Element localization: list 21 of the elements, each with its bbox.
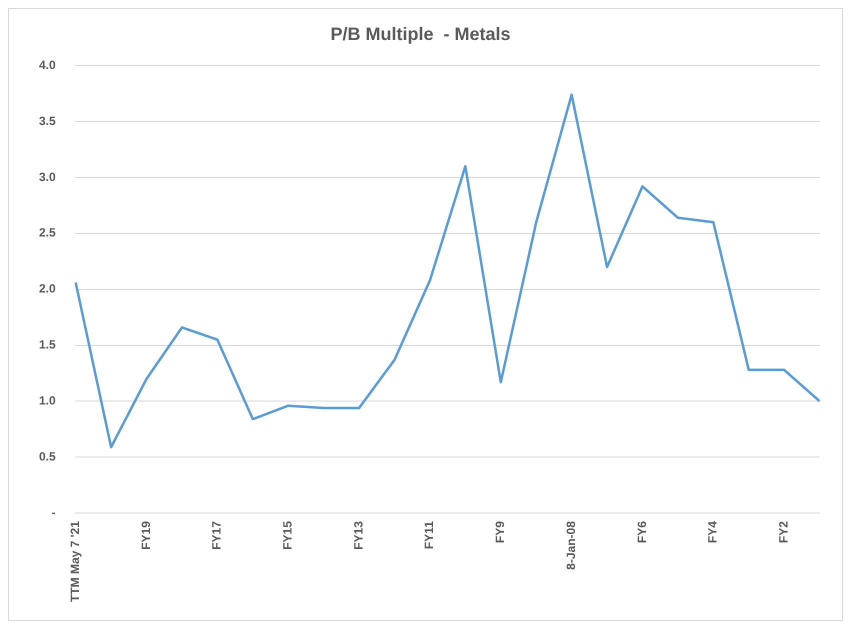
x-tick-label: FY6	[634, 520, 649, 544]
x-tick-label: FY15	[280, 520, 295, 550]
y-tick-label: 4.0	[38, 58, 56, 72]
y-tick-label: 2.5	[38, 226, 56, 240]
y-tick-label: 3.0	[38, 170, 56, 184]
x-tick-label: TTM May 7 '21	[68, 520, 82, 602]
x-tick-label: 8-Jan-08	[564, 520, 578, 570]
x-tick-label: FY9	[493, 520, 508, 544]
y-tick-label: 3.5	[38, 114, 56, 128]
y-tick-label: -	[52, 505, 56, 520]
y-tick-label: 2.0	[38, 282, 56, 296]
x-tick-label: FY19	[138, 520, 153, 550]
y-tick-label: 1.5	[38, 338, 56, 352]
y-tick-label: 1.0	[38, 394, 56, 408]
x-tick-label: FY4	[706, 520, 720, 544]
x-tick-label: FY11	[422, 520, 436, 550]
y-tick-label: 0.5	[38, 449, 56, 464]
chart-title: P/B Multiple - Metals	[330, 24, 511, 44]
x-tick-label: FY17	[210, 520, 224, 550]
x-tick-label: FY13	[351, 520, 366, 550]
x-tick-label: FY2	[776, 520, 790, 544]
